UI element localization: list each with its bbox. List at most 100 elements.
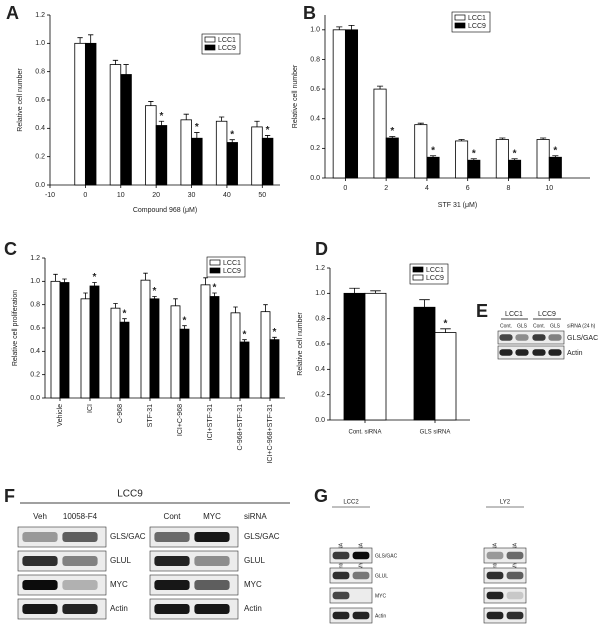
bar — [89, 285, 100, 399]
blot-band — [548, 349, 562, 356]
error-bar — [440, 328, 451, 333]
x-tick-label: ICI — [87, 404, 94, 413]
error-bar — [183, 113, 189, 120]
blot-frame — [497, 330, 565, 345]
x-axis-label: STF 31 (μM) — [438, 202, 477, 209]
lane-label: Cont — [164, 512, 182, 521]
bar — [413, 306, 436, 421]
y-tick-label: 1.0 — [315, 290, 325, 297]
error-bar — [148, 101, 154, 106]
lane-label: Veh — [33, 512, 47, 521]
legend-label: LCC9 — [468, 23, 486, 30]
bar — [364, 292, 387, 421]
error-bar — [263, 304, 268, 312]
blot-band — [62, 580, 98, 590]
x-tick-label: 6 — [466, 185, 470, 192]
bar — [426, 156, 440, 179]
bar — [226, 142, 238, 186]
bar — [179, 328, 190, 399]
error-bar — [458, 139, 465, 141]
y-axis-label: Relative cell number — [292, 64, 299, 128]
y-tick-label: 0.6 — [35, 97, 45, 104]
error-bar — [499, 137, 506, 140]
blot-band — [22, 604, 58, 614]
significance-mark: * — [213, 283, 217, 294]
blot-band — [194, 580, 230, 590]
bar — [170, 305, 181, 399]
bar — [149, 298, 160, 399]
bar — [200, 284, 211, 399]
significance-mark: * — [273, 327, 277, 338]
y-tick-label: 0.8 — [30, 302, 40, 309]
y-tick-label: 0.6 — [310, 86, 320, 93]
blot-band — [515, 349, 529, 356]
bar — [140, 279, 151, 399]
x-tick-label: 10 — [545, 185, 553, 192]
bar — [536, 139, 550, 179]
error-bar — [182, 325, 187, 330]
x-tick-label: STF-31 — [147, 404, 154, 427]
error-bar — [158, 120, 165, 126]
bar — [434, 332, 457, 421]
error-bar — [429, 155, 437, 158]
lane-note: siRNA — [244, 512, 267, 521]
significance-mark: * — [472, 148, 476, 159]
error-bar — [194, 132, 200, 139]
error-bar — [419, 299, 430, 308]
bar — [110, 307, 121, 399]
bar — [180, 119, 192, 186]
error-bar — [242, 339, 247, 342]
significance-mark: * — [195, 122, 199, 133]
panel-label: E — [476, 301, 488, 321]
lane-label: GLS — [550, 323, 561, 329]
error-bar — [212, 292, 217, 297]
x-tick-label: 10 — [117, 192, 125, 199]
error-bar — [370, 290, 381, 294]
legend-box — [201, 33, 241, 55]
significance-mark: * — [123, 308, 127, 319]
bar — [455, 140, 469, 179]
significance-mark: * — [266, 125, 270, 136]
row-label: MYC — [375, 593, 387, 599]
y-tick-label: 1.2 — [30, 255, 40, 262]
error-bar — [552, 155, 559, 158]
error-bar — [92, 282, 97, 286]
bar — [344, 29, 359, 179]
lane-label: Cont. — [500, 323, 512, 329]
bar — [269, 339, 280, 399]
error-bar — [53, 273, 58, 282]
y-tick-label: 0.8 — [310, 56, 320, 63]
legend-label: LCC1 — [223, 260, 241, 267]
blot-band — [62, 532, 98, 542]
x-tick-label: Cont. siRNA — [348, 430, 381, 436]
x-tick-label: ICI+C-968+STF-31 — [267, 404, 274, 464]
blot-band — [22, 580, 58, 590]
error-bar — [152, 296, 157, 299]
row-label: Actin — [567, 350, 583, 357]
error-bar — [173, 298, 178, 306]
error-bar — [349, 287, 360, 294]
legend-box — [206, 256, 246, 278]
blot-band — [154, 532, 190, 542]
significance-mark: * — [153, 286, 157, 297]
row-label: GLUL — [110, 556, 131, 565]
y-tick-label: 0.4 — [315, 366, 325, 373]
blot-band — [486, 591, 504, 600]
blot-title: LCC9 — [117, 489, 143, 500]
blot-band — [506, 591, 524, 600]
blot-band — [22, 556, 58, 566]
group-label: LCC1 — [505, 311, 523, 318]
error-bar — [470, 158, 477, 161]
lane-label: 10058-F4 — [63, 512, 98, 521]
error-bar — [417, 122, 424, 125]
bar — [251, 126, 263, 186]
x-tick-label: GLS siRNA — [420, 430, 451, 436]
bar — [373, 88, 387, 179]
blot-band — [499, 349, 513, 356]
lane-label: MYC — [203, 512, 221, 521]
error-bar — [540, 137, 547, 140]
error-bar — [218, 116, 225, 122]
error-bar — [203, 277, 208, 285]
blot-band — [332, 611, 350, 620]
